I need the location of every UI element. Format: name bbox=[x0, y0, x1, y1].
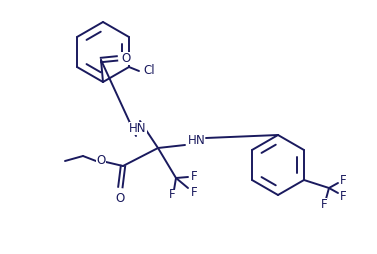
Text: O: O bbox=[115, 192, 125, 204]
Text: F: F bbox=[321, 198, 327, 211]
Text: F: F bbox=[340, 173, 346, 186]
Text: F: F bbox=[191, 169, 197, 183]
Text: O: O bbox=[97, 154, 106, 167]
Text: F: F bbox=[191, 185, 197, 198]
Text: H: H bbox=[188, 134, 196, 147]
Text: Cl: Cl bbox=[143, 65, 155, 77]
Text: F: F bbox=[340, 189, 346, 202]
Text: N: N bbox=[196, 134, 204, 147]
Text: O: O bbox=[121, 52, 130, 65]
Text: F: F bbox=[169, 188, 175, 201]
Text: HN: HN bbox=[129, 121, 147, 135]
